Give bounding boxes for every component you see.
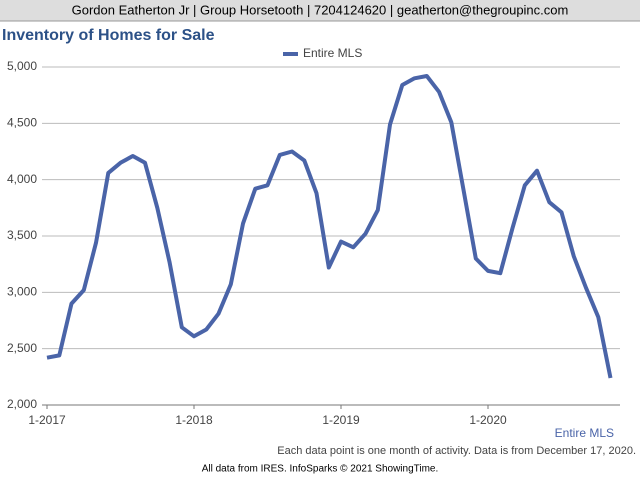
y-tick-label: 2,000	[7, 397, 37, 411]
x-tick-label: 1-2018	[175, 413, 213, 427]
x-axis-label: Entire MLS	[555, 426, 614, 440]
y-tick-label: 5,000	[7, 59, 37, 73]
y-tick-label: 4,000	[7, 172, 37, 186]
legend-label: Entire MLS	[303, 46, 362, 60]
chart-title: Inventory of Homes for Sale	[2, 27, 215, 44]
x-tick-label: 1-2017	[28, 413, 66, 427]
header-text: Gordon Eatherton Jr | Group Horsetooth |…	[72, 2, 569, 17]
y-tick-label: 3,000	[7, 285, 37, 299]
header-bar	[0, 0, 640, 21]
x-tick-label: 1-2020	[469, 413, 507, 427]
footer: All data from IRES. InfoSparks © 2021 Sh…	[202, 464, 439, 475]
y-tick-label: 2,500	[7, 341, 37, 355]
y-tick-label: 4,500	[7, 116, 37, 130]
line-series	[46, 74, 613, 379]
note: Each data point is one month of activity…	[277, 445, 636, 457]
y-tick-label: 3,500	[7, 228, 37, 242]
x-tick-label: 1-2019	[322, 413, 360, 427]
